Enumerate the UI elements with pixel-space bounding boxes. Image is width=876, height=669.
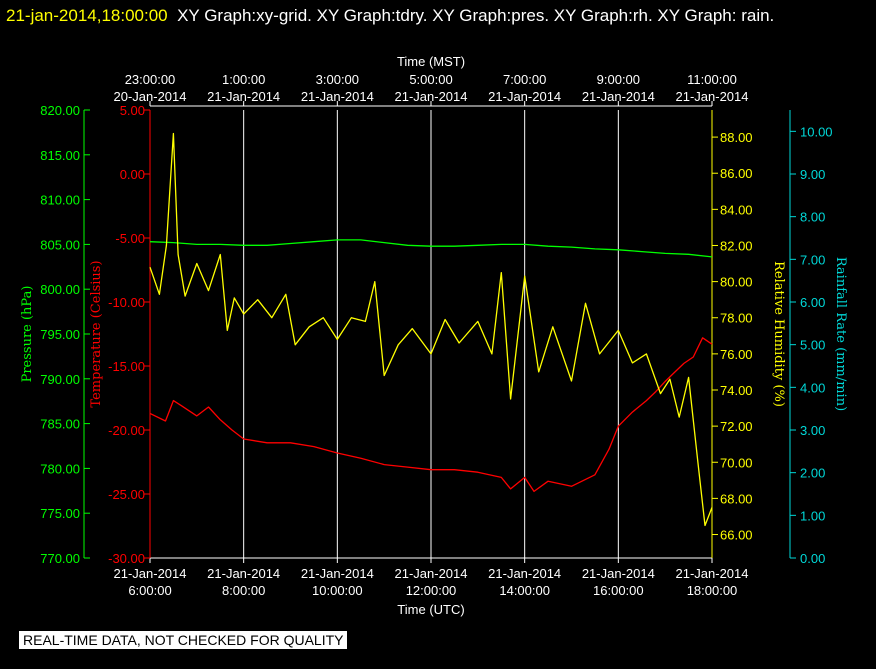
top-x-tick-label: 11:00:00 [687, 72, 737, 87]
x-axis-title-mst: Time (MST) [397, 54, 465, 69]
top-x-tick-label: 21-Jan-2014 [395, 89, 468, 104]
humidity-series-line [149, 132, 713, 527]
x-tick-label: 21-Jan-2014 [301, 566, 374, 581]
x-axis-title-utc: Time (UTC) [397, 602, 464, 617]
x-tick-label: 6:00:00 [128, 583, 171, 598]
x-tick-label: 12:00:00 [406, 583, 457, 598]
pressure-tick-label: 780.00 [40, 461, 80, 476]
temperature-tick-label: -10.00 [108, 295, 145, 310]
temperature-tick-label: -20.00 [108, 423, 145, 438]
pressure-series-line [149, 239, 713, 258]
top-x-tick-label: 3:00:00 [316, 72, 359, 87]
top-x-tick-label: 7:00:00 [503, 72, 546, 87]
rain-tick-label: 0.00 [800, 551, 825, 566]
rain-tick-label: 2.00 [800, 466, 825, 481]
top-x-tick-label: 1:00:00 [222, 72, 265, 87]
pressure-tick-label: 785.00 [40, 417, 80, 432]
pressure-tick-label: 775.00 [40, 506, 80, 521]
top-x-tick-label: 21-Jan-2014 [207, 89, 280, 104]
x-tick-label: 21-Jan-2014 [395, 566, 468, 581]
pressure-axis-title: Pressure (hPa) [20, 286, 35, 383]
rain-tick-label: 1.00 [800, 508, 825, 523]
top-x-tick-label: 9:00:00 [597, 72, 640, 87]
humidity-tick-label: 78.00 [720, 311, 753, 326]
top-x-tick-label: 21-Jan-2014 [488, 89, 561, 104]
top-x-tick-label: 5:00:00 [409, 72, 452, 87]
x-tick-label: 21-Jan-2014 [582, 566, 655, 581]
graph-titles: XY Graph:xy-grid. XY Graph:tdry. XY Grap… [177, 6, 775, 25]
x-tick-label: 14:00:00 [499, 583, 550, 598]
pressure-tick-label: 790.00 [40, 372, 80, 387]
temperature-tick-label: 5.00 [120, 103, 145, 118]
x-tick-label: 21-Jan-2014 [488, 566, 561, 581]
rain-tick-label: 10.00 [800, 124, 833, 139]
pressure-tick-label: 770.00 [40, 551, 80, 566]
rain-tick-label: 6.00 [800, 295, 825, 310]
rain-axis-title: Rainfall Rate (mm/min) [833, 257, 848, 411]
temperature-tick-label: -15.00 [108, 359, 145, 374]
humidity-tick-label: 76.00 [720, 347, 753, 362]
x-tick-label: 21-Jan-2014 [207, 566, 280, 581]
temperature-tick-label: -30.00 [108, 551, 145, 566]
humidity-tick-label: 80.00 [720, 275, 753, 290]
top-x-tick-label: 23:00:00 [125, 72, 176, 87]
top-x-tick-label: 21-Jan-2014 [676, 89, 749, 104]
x-tick-label: 10:00:00 [312, 583, 363, 598]
x-tick-label: 21-Jan-2014 [676, 566, 749, 581]
x-tick-label: 16:00:00 [593, 583, 644, 598]
humidity-tick-label: 84.00 [720, 202, 753, 217]
top-x-tick-label: 20-Jan-2014 [114, 89, 187, 104]
quality-notice: REAL-TIME DATA, NOT CHECKED FOR QUALITY [19, 631, 348, 649]
pressure-tick-label: 800.00 [40, 282, 80, 297]
x-tick-label: 18:00:00 [687, 583, 738, 598]
temperature-series-line [149, 337, 713, 493]
rain-tick-label: 9.00 [800, 167, 825, 182]
rain-tick-label: 5.00 [800, 338, 825, 353]
pressure-tick-label: 805.00 [40, 237, 80, 252]
humidity-tick-label: 82.00 [720, 238, 753, 253]
rain-tick-label: 4.00 [800, 380, 825, 395]
timestamp: 21-jan-2014,18:00:00 [6, 6, 168, 25]
humidity-tick-label: 88.00 [720, 130, 753, 145]
x-tick-label: 21-Jan-2014 [114, 566, 187, 581]
chart-header: 21-jan-2014,18:00:00 XY Graph:xy-grid. X… [6, 2, 866, 29]
x-tick-label: 8:00:00 [222, 583, 265, 598]
humidity-tick-label: 70.00 [720, 455, 753, 470]
humidity-tick-label: 74.00 [720, 383, 753, 398]
rain-tick-label: 7.00 [800, 252, 825, 267]
temperature-axis-title: Temperature (Celsius) [89, 260, 104, 407]
temperature-tick-label: -5.00 [115, 231, 145, 246]
humidity-tick-label: 72.00 [720, 419, 753, 434]
top-x-tick-label: 21-Jan-2014 [582, 89, 655, 104]
pressure-tick-label: 815.00 [40, 148, 80, 163]
humidity-tick-label: 66.00 [720, 528, 753, 543]
pressure-tick-label: 820.00 [40, 103, 80, 118]
humidity-tick-label: 86.00 [720, 166, 753, 181]
pressure-tick-label: 795.00 [40, 327, 80, 342]
pressure-tick-label: 810.00 [40, 193, 80, 208]
rain-tick-label: 3.00 [800, 423, 825, 438]
humidity-tick-label: 68.00 [720, 491, 753, 506]
temperature-tick-label: 0.00 [120, 167, 145, 182]
temperature-tick-label: -25.00 [108, 487, 145, 502]
humidity-axis-title: Relative Humidity (%) [771, 261, 786, 407]
top-x-tick-label: 21-Jan-2014 [301, 89, 374, 104]
rain-tick-label: 8.00 [800, 210, 825, 225]
